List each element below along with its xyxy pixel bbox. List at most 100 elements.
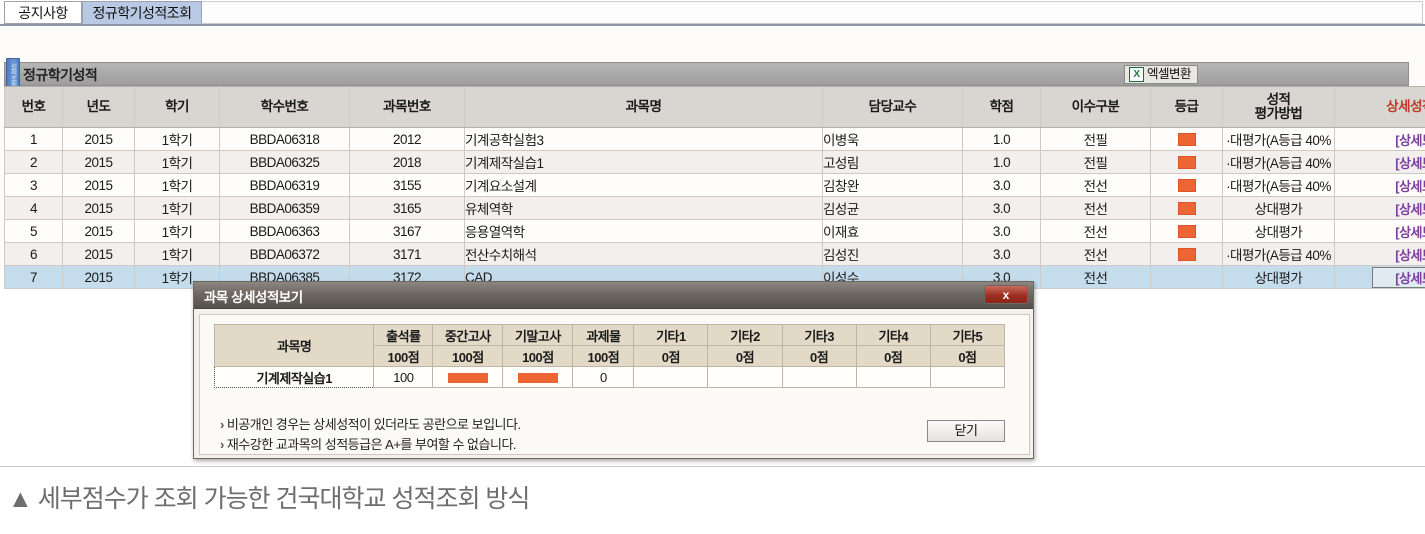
cell-grade [1150,242,1223,266]
detail-view-link[interactable]: [상세보기] [1372,266,1425,288]
col-header-course-type[interactable]: 이수구분 [1040,86,1151,128]
cell-term: 1학기 [134,196,220,220]
section-title: 정규학기성적 [23,67,98,83]
cell-eval-method: ·대평가(A등급 40% [1222,242,1335,266]
col-header-course-code[interactable]: 학수번호 [219,86,350,128]
dialog-close-button[interactable]: 닫기 [927,420,1005,442]
masked-grade-icon [1177,202,1196,216]
detail-etc5-value [929,366,1006,388]
detail-max-etc1: 0점 [633,345,709,367]
detail-col-etc4: 기타4 [855,324,931,346]
cell-subject-name: 기계제작실습1 [464,150,823,174]
table-row[interactable]: 6 2015 1학기 BBDA06372 3171 전산수치해석 김성진 3.0 전선 ·대평가(… [4,242,1425,266]
detail-max-etc5: 0점 [929,345,1006,367]
detail-view-link[interactable]: [상세보기] [1395,224,1425,240]
cell-detail-link[interactable]: [상세보기] [1334,173,1425,197]
cell-no: 4 [4,196,63,220]
figure-caption: ▲ 세부점수가 조회 가능한 건국대학교 성적조회 방식 [8,485,530,513]
col-header-subject-name[interactable]: 과목명 [464,86,823,128]
cell-eval-method: 상대평가 [1222,265,1335,289]
masked-grade-icon [1177,248,1196,262]
cell-eval-method: ·대평가(A등급 40% [1222,127,1335,151]
cell-detail-link[interactable]: [상세보기] [1334,150,1425,174]
grades-table-body: 1 2015 1학기 BBDA06318 2012 기계공학실험3 이병욱 1.0 전필 ·대평가… [4,127,1425,289]
table-row[interactable]: 2 2015 1학기 BBDA06325 2018 기계제작실습1 고성림 1.0 전필 ·대평가… [4,150,1425,174]
cell-course-type: 전필 [1040,150,1151,174]
masked-grade-icon [1177,225,1196,239]
dialog-title: 과목 상세성적보기 [204,290,303,305]
cell-professor: 고성림 [822,150,963,174]
detail-score-dialog: 과목 상세성적보기 x 과목명 출석률 중간고사 기말고사 과제물 [193,281,1034,459]
excel-export-button[interactable]: X 엑셀변환 [1123,65,1198,84]
detail-view-link[interactable]: [상세보기] [1395,247,1425,263]
col-header-no[interactable]: 번호 [4,86,63,128]
table-row[interactable]: 3 2015 1학기 BBDA06319 3155 기계요소설계 김창완 3.0 전선 ·대평가(… [4,173,1425,197]
cell-course-code: BBDA06319 [219,173,350,197]
cell-professor: 김성균 [822,196,963,220]
detail-subject-name[interactable]: 기계제작실습1 [213,366,375,388]
detail-view-link[interactable]: [상세보기] [1395,155,1425,171]
dialog-note-2-text: 재수강한 교과목의 성적등급은 A+를 부여할 수 없습니다. [226,437,517,453]
cell-detail-link[interactable]: [상세보기] [1334,242,1425,266]
note-bullet-icon: › [220,437,224,453]
col-header-grade[interactable]: 등급 [1150,86,1223,128]
cell-detail-link[interactable]: [상세보기] [1334,127,1425,151]
detail-col-final: 기말고사 [502,324,574,346]
masked-grade-icon [1177,133,1196,147]
cell-term: 1학기 [134,173,220,197]
cell-subject-name: 응용열역학 [464,219,823,243]
cell-professor: 김성진 [822,242,963,266]
dialog-notes: › 비공개인 경우는 상세성적이 있더라도 공란으로 보입니다. › 재수강한 교과… [220,415,521,455]
cell-subject-no: 2018 [349,150,465,174]
cell-credit: 1.0 [962,127,1041,151]
tab-notice[interactable]: 공지사항 [4,1,82,24]
detail-max-etc2: 0점 [707,345,783,367]
col-header-detail[interactable]: 상세성적보기 [1334,86,1425,128]
tab-regular-term-grades[interactable]: 정규학기성적조회 [82,1,202,24]
cell-subject-no: 3155 [349,173,465,197]
dialog-body: 과목명 출석률 중간고사 기말고사 과제물 기타1 기타2 기타3 기타4 기타… [199,314,1030,455]
cell-professor: 이병욱 [822,127,963,151]
col-header-professor[interactable]: 담당교수 [822,86,963,128]
detail-view-link[interactable]: [상세보기] [1395,201,1425,217]
table-row[interactable]: 4 2015 1학기 BBDA06359 3165 유체역학 김성균 3.0 전선 상대평가 [상세… [4,196,1425,220]
cell-subject-name: 전산수치해석 [464,242,823,266]
col-header-credit[interactable]: 학점 [962,86,1041,128]
section-header-bar: 정규학기성적 X 엑셀변환 [4,62,1409,86]
note-bullet-icon: › [220,417,224,432]
table-row[interactable]: 5 2015 1학기 BBDA06363 3167 응용열역학 이재효 3.0 전선 상대평가 [상… [4,219,1425,243]
cell-year: 2015 [62,196,135,220]
close-icon[interactable]: x [984,285,1028,304]
detail-view-link[interactable]: [상세보기] [1395,178,1425,194]
cell-detail-link[interactable]: [상세보기] [1334,196,1425,220]
detail-col-subject: 과목명 [213,324,375,367]
cell-term: 1학기 [134,242,220,266]
col-header-term[interactable]: 학기 [134,86,220,128]
detail-max-midterm: 100점 [432,345,504,367]
cell-no: 5 [4,219,63,243]
cell-course-type: 전선 [1040,242,1151,266]
tab-bar: 공지사항 정규학기성적조회 [0,0,1425,26]
dialog-title-bar[interactable]: 과목 상세성적보기 x [194,282,1033,309]
cell-course-code: BBDA06363 [219,219,350,243]
masked-score-icon [517,373,558,384]
grades-table-header-row: 번호 년도 학기 학수번호 과목번호 과목명 담당교수 학점 이수구분 등급 성… [4,86,1425,128]
detail-view-link[interactable]: [상세보기] [1395,132,1425,148]
cell-term: 1학기 [134,219,220,243]
cell-subject-no: 2012 [349,127,465,151]
cell-grade [1150,265,1223,289]
cell-grade [1150,219,1223,243]
cell-term: 1학기 [134,150,220,174]
cell-year: 2015 [62,242,135,266]
cell-detail-link[interactable]: [상세보기] [1334,265,1425,289]
cell-no: 3 [4,173,63,197]
cell-grade [1150,173,1223,197]
col-header-year[interactable]: 년도 [62,86,135,128]
dialog-note-1-text: 비공개인 경우는 상세성적이 있더라도 공란으로 보입니다. [226,417,521,432]
cell-detail-link[interactable]: [상세보기] [1334,219,1425,243]
col-header-eval-method[interactable]: 성적 평가방법 [1222,86,1335,128]
cell-subject-name: 유체역학 [464,196,823,220]
col-header-subject-no[interactable]: 과목번호 [349,86,465,128]
cell-eval-method: ·대평가(A등급 40% [1222,150,1335,174]
table-row[interactable]: 1 2015 1학기 BBDA06318 2012 기계공학실험3 이병욱 1.0 전필 ·대평가… [4,127,1425,151]
